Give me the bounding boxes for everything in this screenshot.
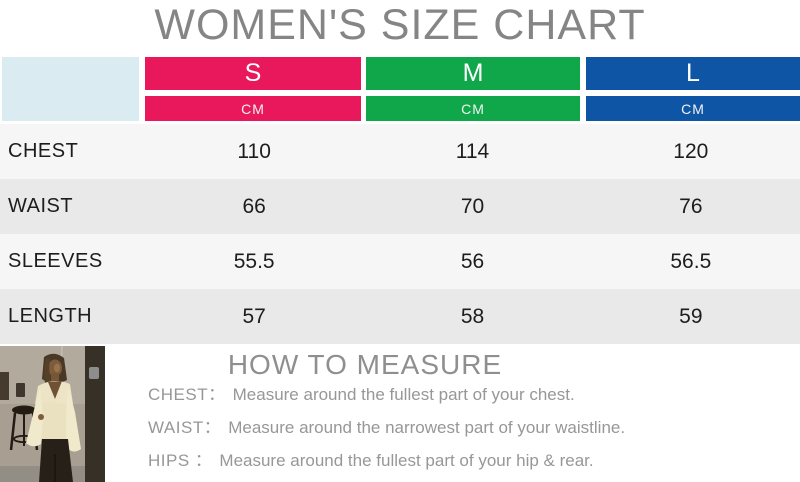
waist-value-m: 70 <box>460 194 485 218</box>
measure-text-chest: Measure around the fullest part of your … <box>232 385 575 404</box>
header-gap <box>586 90 800 96</box>
size-column-s: S CM <box>145 57 361 121</box>
model-photo <box>0 346 105 482</box>
how-to-measure-heading: HOW TO MEASURE <box>227 349 503 380</box>
measure-item-chest: CHEST： Measure around the fullest part o… <box>148 385 625 404</box>
page-title: WOMEN'S SIZE CHART <box>154 1 646 49</box>
table-row-waist: WAIST 66 70 76 <box>0 179 800 234</box>
sleeves-value-m: 56 <box>460 249 485 273</box>
unit-header-s: CM <box>145 96 361 121</box>
how-to-measure-list: CHEST： Measure around the fullest part o… <box>148 385 625 470</box>
header-gap <box>366 90 580 96</box>
row-label-length: LENGTH <box>8 305 93 327</box>
sleeves-value-s: 55.5 <box>233 249 275 273</box>
row-label-waist: WAIST <box>8 195 74 217</box>
measure-label-waist: WAIST： <box>148 418 222 437</box>
size-header-m: M <box>366 57 580 90</box>
chest-value-m: 114 <box>455 139 490 163</box>
row-label-sleeves: SLEEVES <box>8 250 103 272</box>
size-header-s: S <box>145 57 361 90</box>
unit-header-m: CM <box>366 96 580 121</box>
table-row-length: LENGTH 57 58 59 <box>0 289 800 344</box>
measure-text-hips: Measure around the fullest part of your … <box>219 451 594 470</box>
length-value-l: 59 <box>679 304 703 328</box>
row-label-chest: CHEST <box>8 140 79 162</box>
length-value-m: 58 <box>460 304 485 328</box>
sleeves-value-l: 56.5 <box>670 249 712 273</box>
size-column-m: M CM <box>366 57 580 121</box>
table-row-chest: CHEST 110 114 120 <box>0 124 800 179</box>
measure-label-hips: HIPS ： <box>148 451 213 470</box>
size-table-body: CHEST 110 114 120 WAIST 66 70 76 SLEEVES… <box>0 124 800 344</box>
size-column-l: L CM <box>586 57 800 121</box>
size-header-l: L <box>586 57 800 90</box>
measure-text-waist: Measure around the narrowest part of you… <box>228 418 626 437</box>
header-gap <box>145 90 361 96</box>
length-value-s: 57 <box>242 304 266 328</box>
waist-value-s: 66 <box>242 194 266 218</box>
unit-header-l: CM <box>586 96 800 121</box>
table-row-sleeves: SLEEVES 55.5 56 56.5 <box>0 234 800 289</box>
table-corner-cell <box>2 57 139 121</box>
measure-item-waist: WAIST： Measure around the narrowest part… <box>148 418 625 437</box>
chest-value-s: 110 <box>237 139 271 163</box>
waist-value-l: 76 <box>679 194 703 218</box>
measure-item-hips: HIPS ： Measure around the fullest part o… <box>148 451 625 470</box>
measure-label-chest: CHEST： <box>148 385 226 404</box>
chest-value-l: 120 <box>673 139 709 163</box>
